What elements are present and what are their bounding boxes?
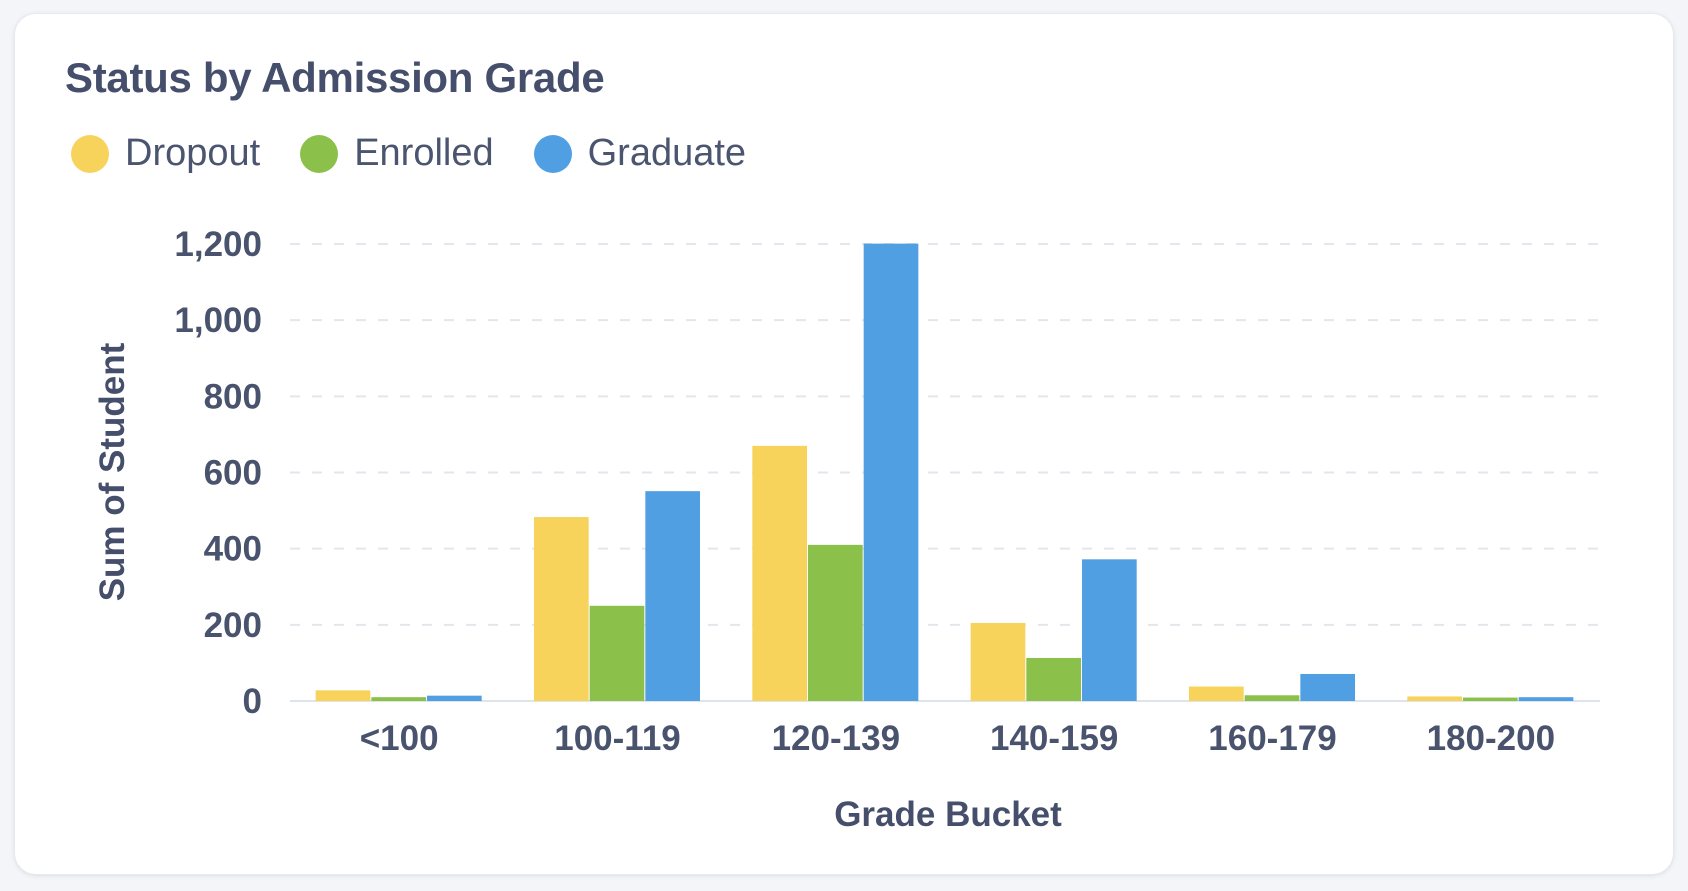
x-tick-label: 140-159 bbox=[990, 719, 1118, 758]
bar-enrolled bbox=[1026, 657, 1082, 701]
bar-graduate bbox=[1300, 673, 1356, 701]
bar-dropout bbox=[1188, 686, 1244, 701]
y-tick-label: 600 bbox=[204, 454, 262, 493]
y-tick-label: 1,200 bbox=[174, 225, 262, 264]
chart-legend: Dropout Enrolled Graduate bbox=[71, 132, 786, 175]
chart-card: Status by Admission Grade Dropout Enroll… bbox=[14, 13, 1674, 875]
bar-graduate bbox=[863, 243, 919, 701]
bar-enrolled bbox=[807, 544, 863, 701]
x-tick-label: <100 bbox=[360, 719, 439, 758]
x-tick-label: 120-139 bbox=[772, 719, 900, 758]
legend-item-dropout[interactable]: Dropout bbox=[71, 132, 260, 175]
x-tick-label: 180-200 bbox=[1427, 719, 1555, 758]
bar-dropout bbox=[533, 517, 589, 701]
bar-dropout bbox=[752, 445, 807, 701]
y-tick-label: 400 bbox=[204, 530, 262, 569]
bar-graduate bbox=[1518, 697, 1574, 701]
bar-graduate bbox=[1082, 559, 1137, 701]
x-axis-title: Grade Bucket bbox=[834, 795, 1062, 834]
legend-swatch-graduate bbox=[533, 134, 572, 173]
x-tick-label: 100-119 bbox=[554, 719, 681, 758]
legend-swatch-dropout bbox=[71, 134, 109, 173]
bar-dropout bbox=[970, 622, 1026, 701]
legend-swatch-enrolled bbox=[300, 134, 339, 173]
legend-item-graduate[interactable]: Graduate bbox=[533, 132, 747, 175]
legend-item-enrolled[interactable]: Enrolled bbox=[300, 132, 494, 175]
y-tick-label: 1,000 bbox=[174, 301, 262, 340]
legend-label-dropout: Dropout bbox=[125, 132, 261, 174]
bar-enrolled bbox=[1244, 695, 1300, 701]
bar-graduate bbox=[645, 491, 701, 701]
bar-enrolled bbox=[1462, 697, 1518, 701]
y-tick-label: 800 bbox=[204, 377, 262, 416]
bar-dropout bbox=[1407, 696, 1462, 701]
x-tick-label: 160-179 bbox=[1208, 719, 1336, 758]
chart-title: Status by Admission Grade bbox=[65, 54, 605, 101]
legend-label-graduate: Graduate bbox=[587, 132, 747, 174]
y-tick-label: 200 bbox=[204, 606, 262, 645]
bar-graduate bbox=[427, 695, 482, 701]
bar-enrolled bbox=[589, 605, 645, 701]
bar-dropout bbox=[315, 690, 371, 701]
bar-enrolled bbox=[371, 697, 427, 701]
legend-label-enrolled: Enrolled bbox=[354, 132, 494, 174]
y-tick-label: 0 bbox=[243, 682, 262, 721]
y-axis-title: Sum of Student bbox=[93, 342, 132, 601]
